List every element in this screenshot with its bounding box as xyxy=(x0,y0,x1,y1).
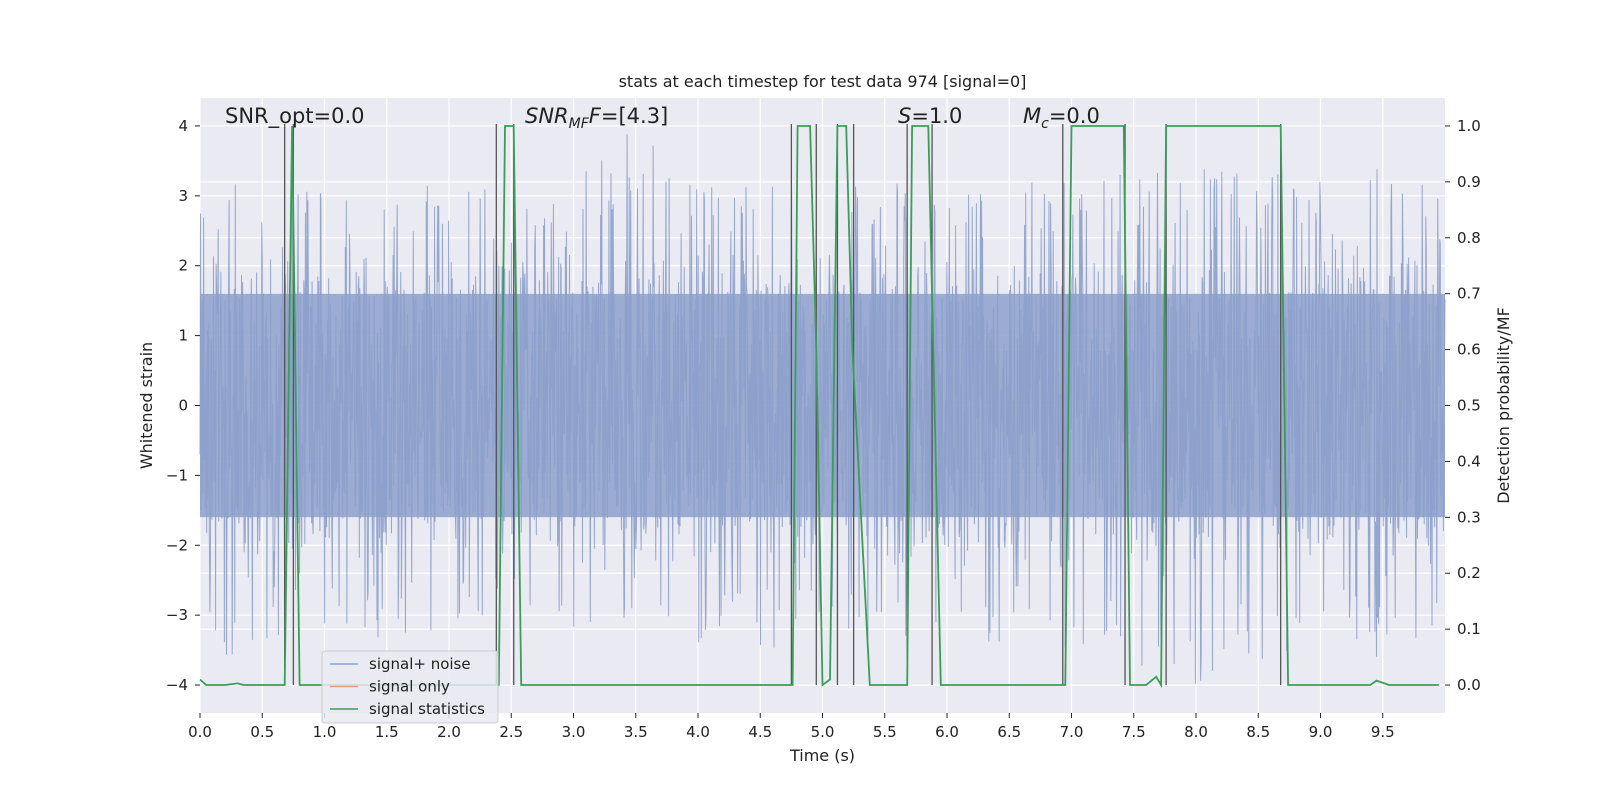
y2-tick-label: 0.5 xyxy=(1457,397,1481,415)
x-tick-label: 1.0 xyxy=(313,723,337,741)
x-tick-label: 9.5 xyxy=(1371,723,1395,741)
x-axis-label: Time (s) xyxy=(789,746,855,765)
annotation-mc-subscript: c xyxy=(1041,116,1049,132)
y2-tick-label: 0.0 xyxy=(1457,676,1481,694)
x-tick-label: 8.5 xyxy=(1246,723,1270,741)
noise-trace xyxy=(199,134,1446,684)
y-tick-label: −1 xyxy=(166,466,188,484)
annotation-snr-mf-symbol: SNR xyxy=(525,104,569,128)
x-tick-label: 5.5 xyxy=(873,723,897,741)
y2-tick-label: 1.0 xyxy=(1457,117,1481,135)
series-signal-noise xyxy=(199,134,1446,684)
chart-title: stats at each timestep for test data 974… xyxy=(619,72,1027,91)
x-tick-label: 2.0 xyxy=(437,723,461,741)
y-axis-ticks: −4 −3 −2 −1 0 1 2 3 4 xyxy=(166,117,200,694)
annotation-snr-mf-subscript: MF xyxy=(569,116,590,132)
annotation-mc: Mc=0.0 xyxy=(1023,104,1100,132)
x-tick-label: 8.0 xyxy=(1184,723,1208,741)
y2-tick-label: 0.7 xyxy=(1457,285,1481,303)
annotation-mc-value: =0.0 xyxy=(1049,104,1100,128)
series-signal-statistics xyxy=(199,125,1439,689)
y-axis-label: Whitened strain xyxy=(137,342,156,469)
x-axis-ticks: 0.0 0.5 1.0 1.5 2.0 2.5 3.0 3.5 4.0 4.5 5.0 5.5 6.0 6… xyxy=(188,713,1395,741)
annotation-mc-symbol: M xyxy=(1023,104,1041,128)
y-tick-label: 2 xyxy=(178,257,188,275)
x-tick-label: 4.5 xyxy=(748,723,772,741)
signal-statistics-line xyxy=(199,125,1439,689)
x-tick-label: 1.5 xyxy=(375,723,399,741)
x-tick-label: 0.0 xyxy=(188,723,212,741)
x-tick-label: 9.0 xyxy=(1309,723,1333,741)
x-tick-label: 6.0 xyxy=(935,723,959,741)
x-tick-label: 6.5 xyxy=(997,723,1021,741)
x-tick-label: 0.5 xyxy=(250,723,274,741)
y-tick-label: 0 xyxy=(178,397,188,415)
annotation-snr-mf-value: =[4.3] xyxy=(601,104,668,128)
annotations: SNR_opt=0.0 SNRMFF=[4.3] S=1.0 Mc=0.0 xyxy=(225,104,1100,132)
y2-tick-label: 0.1 xyxy=(1457,620,1481,638)
y-tick-label: 1 xyxy=(178,327,188,345)
annotation-s-symbol: S xyxy=(898,104,911,128)
y2-axis-label: Detection probability/MF xyxy=(1494,307,1513,504)
legend-label-signal-noise: signal+ noise xyxy=(369,655,471,673)
y2-tick-label: 0.6 xyxy=(1457,341,1481,359)
y-tick-label: −2 xyxy=(166,536,188,554)
annotation-snr-opt: SNR_opt=0.0 xyxy=(225,104,365,129)
x-tick-label: 3.5 xyxy=(624,723,648,741)
y-tick-label: −4 xyxy=(166,676,188,694)
legend-label-signal-statistics: signal statistics xyxy=(369,700,485,718)
y2-tick-label: 0.3 xyxy=(1457,508,1481,526)
x-tick-label: 7.5 xyxy=(1122,723,1146,741)
y2-tick-label: 0.4 xyxy=(1457,452,1481,470)
legend: signal+ noise signal only signal statist… xyxy=(321,650,499,724)
annotation-snr-mf-f: F xyxy=(589,104,602,128)
legend-label-signal-only: signal only xyxy=(369,678,450,696)
x-tick-label: 5.0 xyxy=(811,723,835,741)
y-tick-label: 4 xyxy=(178,117,188,135)
y-tick-label: −3 xyxy=(166,606,188,624)
annotation-snr-mf: SNRMFF=[4.3] xyxy=(525,104,668,132)
x-tick-label: 4.0 xyxy=(686,723,710,741)
y2-tick-label: 0.9 xyxy=(1457,173,1481,191)
legend-box xyxy=(321,650,499,724)
y2-axis-ticks: 0.0 0.1 0.2 0.3 0.4 0.5 0.6 0.7 0.8 0.9 1.0 xyxy=(1445,117,1481,694)
y-tick-label: 3 xyxy=(178,187,188,205)
x-tick-label: 2.5 xyxy=(499,723,523,741)
annotation-s-value: =1.0 xyxy=(911,104,962,128)
annotation-s: S=1.0 xyxy=(898,104,962,128)
x-tick-label: 7.0 xyxy=(1060,723,1084,741)
y2-tick-label: 0.2 xyxy=(1457,564,1481,582)
vertical-markers xyxy=(284,123,1282,686)
x-tick-label: 3.0 xyxy=(562,723,586,741)
y2-tick-label: 0.8 xyxy=(1457,229,1481,247)
